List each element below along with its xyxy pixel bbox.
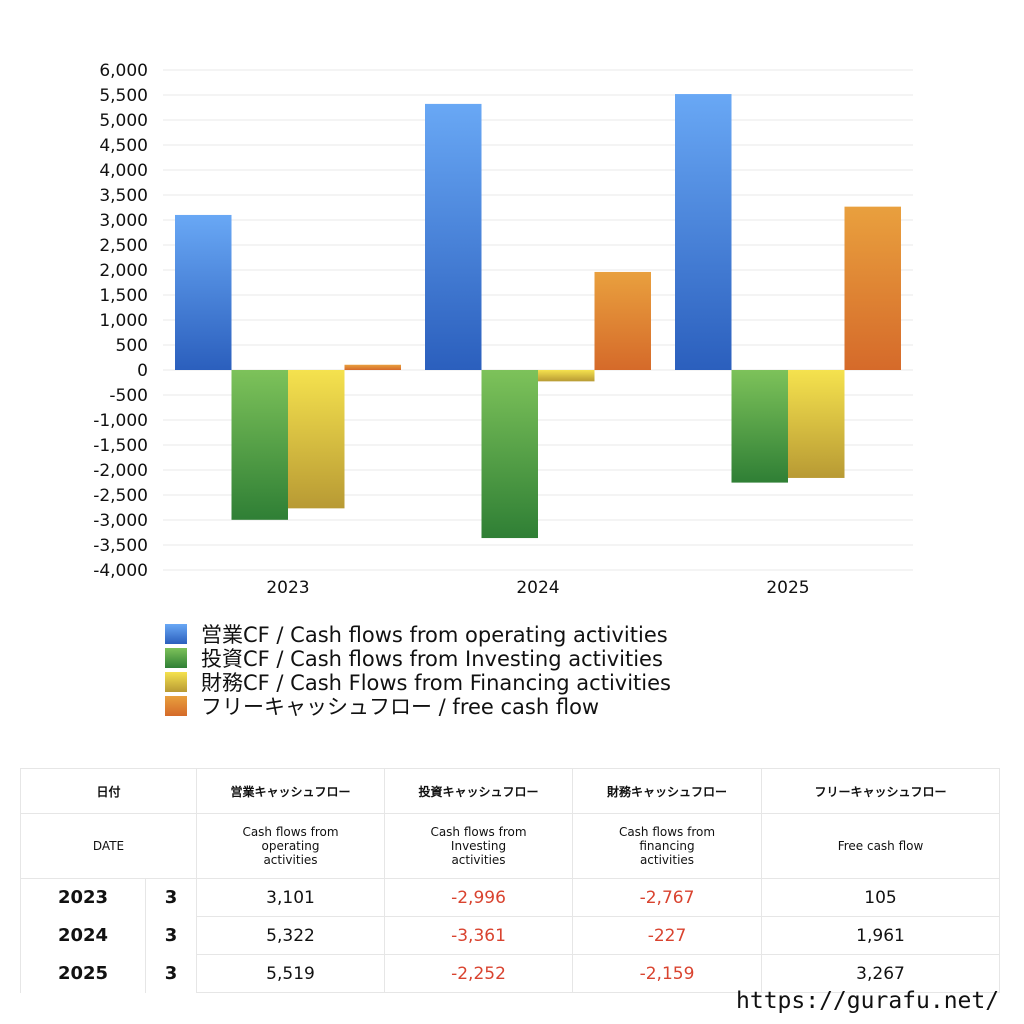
table-cell: 105	[761, 878, 1000, 917]
y-tick-label: 4,500	[99, 136, 148, 156]
table-cell: 3	[145, 954, 197, 993]
x-tick-label: 2024	[516, 578, 559, 598]
y-tick-label: 4,000	[99, 161, 148, 181]
y-tick-label: -2,000	[93, 461, 148, 481]
x-tick-label: 2025	[766, 578, 809, 598]
cash-flow-bar-chart: 6,000 5,500 5,000 4,500 4,000 3,500 3,000 2,500…	[93, 61, 913, 598]
table-cell: -2,767	[572, 878, 762, 917]
y-tick-label: 0	[137, 361, 148, 381]
y-tick-label: -3,000	[93, 511, 148, 531]
legend-item-free: フリーキャッシュフロー / free cash flow	[165, 694, 671, 719]
bar-財務CF-2025	[788, 370, 845, 478]
header-cell: Cash flows from financing activities	[572, 813, 762, 879]
table-cell: 1,961	[761, 916, 1000, 955]
table-row: 2025 3 5,519 -2,252 -2,159 3,267	[20, 954, 1000, 993]
bar-フリーキャッシュフロー-2025	[844, 206, 901, 370]
bar-営業CF-2023	[175, 214, 232, 370]
y-tick-label: 5,500	[99, 86, 148, 106]
site-url: https://gurafu.net/	[736, 988, 1000, 1014]
y-tick-label: 3,000	[99, 211, 148, 231]
header-cell: 営業キャッシュフロー	[196, 768, 385, 814]
table-cell: 3,101	[196, 878, 385, 917]
table-cell: -2,159	[572, 954, 762, 993]
table-cell: 5,519	[196, 954, 385, 993]
bar-投資CF-2024	[481, 370, 538, 539]
y-tick-label: -3,500	[93, 536, 148, 556]
bar-フリーキャッシュフロー-2023	[344, 364, 401, 370]
table-cell: 2024	[20, 916, 146, 955]
bar-投資CF-2023	[231, 370, 288, 520]
bar-営業CF-2024	[425, 103, 482, 371]
header-cell: Cash flows from operating activities	[196, 813, 385, 879]
x-tick-label: 2023	[266, 578, 309, 598]
bar-営業CF-2025	[675, 94, 732, 371]
table-cell: 2023	[20, 878, 146, 917]
y-tick-label: -2,500	[93, 486, 148, 506]
table-cell: 3	[145, 916, 197, 955]
table-cell: 5,322	[196, 916, 385, 955]
y-tick-label: 6,000	[99, 61, 148, 81]
chart-legend: 営業CF / Cash flows from operating activit…	[165, 622, 671, 719]
table-header-en: DATE Cash flows from operating activitie…	[20, 813, 1000, 879]
y-tick-label: -4,000	[93, 561, 148, 581]
bar-財務CF-2023	[288, 370, 345, 509]
bar-フリーキャッシュフロー-2024	[594, 271, 651, 370]
table-cell: -2,996	[384, 878, 573, 917]
header-cell: 日付	[20, 768, 197, 814]
table-row: 2024 3 5,322 -3,361 -227 1,961	[20, 916, 1000, 955]
legend-label: 営業CF / Cash flows from operating activit…	[201, 623, 668, 647]
y-tick-label: 500	[116, 336, 148, 356]
legend-label: フリーキャッシュフロー / free cash flow	[201, 695, 600, 719]
header-cell: フリーキャッシュフロー	[761, 768, 1000, 814]
header-cell: DATE	[20, 813, 197, 879]
y-tick-label: -1,000	[93, 411, 148, 431]
header-cell: Free cash flow	[761, 813, 1000, 879]
legend-label: 投資CF / Cash flows from Investing activit…	[201, 647, 663, 671]
y-tick-label: -1,500	[93, 436, 148, 456]
table-row: 2023 3 3,101 -2,996 -2,767 105	[20, 878, 1000, 917]
header-cell: 投資キャッシュフロー	[384, 768, 573, 814]
y-tick-label: 2,000	[99, 261, 148, 281]
legend-item-investing: 投資CF / Cash flows from Investing activit…	[165, 646, 671, 671]
bar-投資CF-2025	[731, 370, 788, 483]
table-header-jp: 日付 営業キャッシュフロー 投資キャッシュフロー 財務キャッシュフロー フリーキ…	[20, 768, 1000, 814]
table-cell: 3	[145, 878, 197, 917]
header-cell: 財務キャッシュフロー	[572, 768, 762, 814]
y-tick-label: 1,500	[99, 286, 148, 306]
legend-item-financing: 財務CF / Cash Flows from Financing activit…	[165, 670, 671, 695]
cash-flow-table: 日付 営業キャッシュフロー 投資キャッシュフロー 財務キャッシュフロー フリーキ…	[20, 768, 1000, 993]
table-cell: 2025	[20, 954, 146, 993]
table-cell: 3,267	[761, 954, 1000, 993]
header-cell: Cash flows from Investing activities	[384, 813, 573, 879]
legend-item-operating: 営業CF / Cash flows from operating activit…	[165, 622, 671, 647]
y-tick-label: 2,500	[99, 236, 148, 256]
table-cell: -227	[572, 916, 762, 955]
y-tick-label: 5,000	[99, 111, 148, 131]
table-cell: -3,361	[384, 916, 573, 955]
table-cell: -2,252	[384, 954, 573, 993]
y-tick-label: 3,500	[99, 186, 148, 206]
bar-財務CF-2024	[538, 370, 595, 382]
legend-label: 財務CF / Cash Flows from Financing activit…	[201, 671, 671, 695]
y-tick-label: -500	[109, 386, 148, 406]
y-tick-label: 1,000	[99, 311, 148, 331]
